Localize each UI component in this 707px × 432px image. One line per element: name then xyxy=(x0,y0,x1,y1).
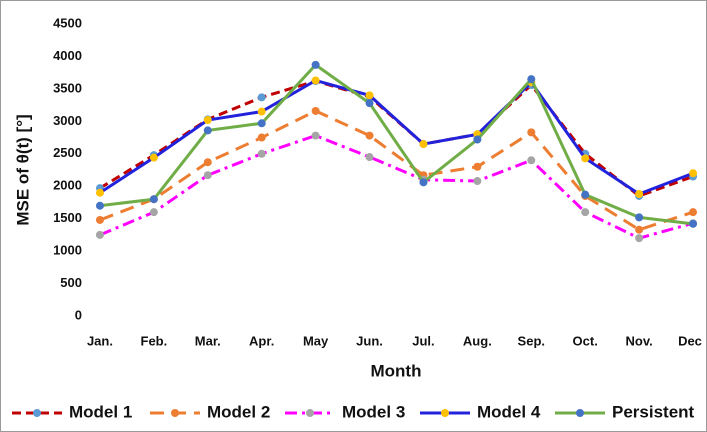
marker xyxy=(149,153,158,162)
marker xyxy=(149,208,158,217)
x-tick-label: Jun. xyxy=(356,333,383,348)
x-tick-label: Dec xyxy=(678,333,702,348)
y-tick-label: 4000 xyxy=(53,48,82,63)
x-tick-label: Sep. xyxy=(518,333,545,348)
x-tick-label: Feb. xyxy=(141,333,168,348)
marker xyxy=(149,195,158,204)
marker xyxy=(581,208,590,217)
marker xyxy=(95,201,104,210)
marker xyxy=(365,99,374,108)
marker xyxy=(311,106,320,115)
marker xyxy=(635,190,644,199)
marker xyxy=(419,178,428,187)
legend-label: Model 2 xyxy=(207,402,270,421)
marker xyxy=(473,177,482,186)
marker xyxy=(581,154,590,163)
y-tick-label: 1500 xyxy=(53,210,82,225)
y-tick-label: 3500 xyxy=(53,80,82,95)
legend-label: Model 1 xyxy=(69,402,132,421)
marker xyxy=(257,119,266,128)
marker xyxy=(635,234,644,243)
y-tick-label: 2000 xyxy=(53,178,82,193)
x-tick-label: Aug. xyxy=(463,333,492,348)
marker xyxy=(257,93,266,102)
marker xyxy=(257,149,266,158)
line xyxy=(99,62,694,226)
marker xyxy=(203,158,212,167)
marker xyxy=(95,215,104,224)
line xyxy=(99,78,694,196)
marker xyxy=(527,128,536,137)
marker xyxy=(311,131,320,140)
marker xyxy=(95,230,104,239)
y-axis-title: MSE of θ(t) [°] xyxy=(13,114,32,225)
marker xyxy=(203,126,212,135)
marker xyxy=(473,135,482,144)
legend-marker xyxy=(306,409,314,417)
y-tick-label: 3000 xyxy=(53,113,82,128)
marker xyxy=(635,213,644,222)
legend-label: Model 4 xyxy=(477,402,541,421)
marker xyxy=(689,208,698,217)
y-tick-label: 0 xyxy=(75,307,82,322)
y-tick-label: 4500 xyxy=(53,15,82,30)
y-tick-label: 1000 xyxy=(53,243,82,258)
legend-marker xyxy=(441,409,449,417)
marker xyxy=(257,107,266,116)
y-tick-label: 2500 xyxy=(53,145,82,160)
marker xyxy=(527,156,536,165)
marker xyxy=(203,171,212,180)
x-tick-label: Oct. xyxy=(573,333,598,348)
marker xyxy=(311,60,320,69)
marker xyxy=(203,116,212,125)
marker xyxy=(689,169,698,178)
marker xyxy=(95,188,104,197)
marker xyxy=(311,76,320,85)
marker xyxy=(527,75,536,84)
x-tick-label: Mar. xyxy=(195,333,221,348)
marker xyxy=(257,133,266,142)
legend-marker xyxy=(171,409,179,417)
x-tick-label: Jul. xyxy=(412,333,434,348)
y-tick-label: 500 xyxy=(60,275,82,290)
marker xyxy=(581,190,590,199)
legend-label: Persistent xyxy=(612,402,695,421)
marker xyxy=(365,131,374,140)
x-tick-label: Apr. xyxy=(249,333,274,348)
x-tick-label: Jan. xyxy=(87,333,113,348)
marker xyxy=(419,140,428,149)
x-tick-label: Nov. xyxy=(626,333,653,348)
line xyxy=(99,109,694,232)
marker xyxy=(365,153,374,162)
x-axis-title: Month xyxy=(371,361,422,380)
marker xyxy=(473,162,482,171)
marker xyxy=(365,91,374,100)
legend-marker xyxy=(576,409,584,417)
legend-marker xyxy=(33,409,41,417)
marker xyxy=(635,225,644,234)
legend-label: Model 3 xyxy=(342,402,405,421)
x-tick-label: May xyxy=(303,333,329,348)
marker xyxy=(689,219,698,228)
line xyxy=(99,134,694,240)
